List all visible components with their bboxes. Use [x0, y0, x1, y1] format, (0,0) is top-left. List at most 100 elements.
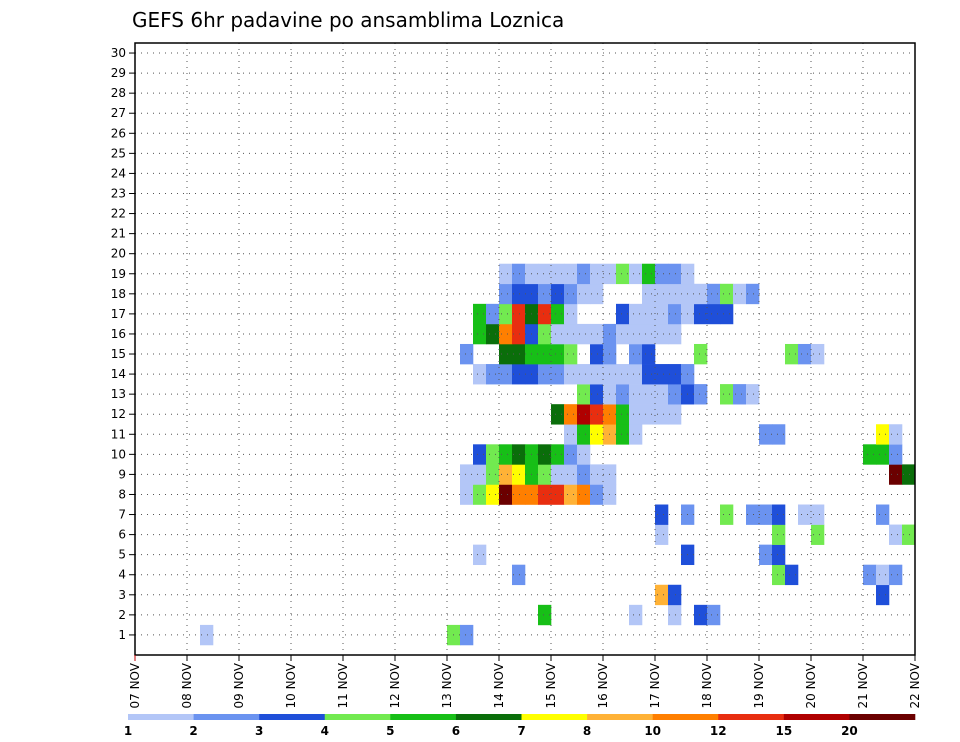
- precip-cell: [616, 263, 630, 285]
- precip-cell: [486, 484, 500, 505]
- precip-cell: [473, 484, 487, 505]
- precip-cell: [577, 283, 591, 305]
- precip-cell: [512, 303, 526, 325]
- precip-cell: [473, 323, 487, 345]
- precip-cell: [655, 303, 669, 325]
- precip-cell: [590, 364, 604, 385]
- legend-label: 5: [386, 724, 394, 738]
- precip-cell: [512, 343, 526, 365]
- precip-cell: [694, 604, 708, 626]
- x-tick-label: 08 NOV: [180, 662, 194, 708]
- precip-cell: [694, 303, 708, 325]
- precip-cell: [577, 263, 591, 285]
- precip-cell: [590, 404, 604, 425]
- legend-swatch: [718, 714, 785, 720]
- gridlines: [135, 43, 915, 655]
- precip-cell: [473, 544, 487, 566]
- precip-cell: [499, 323, 513, 345]
- precip-cell: [668, 263, 682, 285]
- x-tick-label: 17 NOV: [648, 662, 662, 708]
- precip-cell: [551, 364, 565, 385]
- y-tick-label: 4: [118, 568, 126, 582]
- precip-cell: [551, 303, 565, 325]
- precip-cell: [512, 283, 526, 305]
- precip-cell: [668, 604, 682, 626]
- precip-cell: [785, 343, 799, 365]
- precip-cell: [538, 364, 552, 385]
- precip-cell: [499, 303, 513, 325]
- precip-cell: [655, 384, 669, 405]
- precip-cell: [564, 484, 578, 505]
- precip-cell: [889, 444, 903, 465]
- precip-cell: [746, 283, 760, 305]
- precip-cell: [590, 283, 604, 305]
- precip-cell: [785, 564, 799, 586]
- precip-cell: [499, 464, 513, 485]
- chart-title: GEFS 6hr padavine po ansamblima Loznica: [132, 8, 564, 32]
- y-tick-label: 23: [111, 186, 126, 200]
- precip-cell: [473, 303, 487, 325]
- precip-cell: [629, 424, 643, 445]
- precip-cell: [460, 464, 474, 485]
- x-tick-label: 15 NOV: [544, 662, 558, 708]
- y-tick-label: 22: [111, 207, 126, 221]
- y-tick-label: 11: [111, 427, 126, 441]
- x-tick-label: 22 NOV: [908, 662, 922, 708]
- precip-cell: [499, 343, 513, 365]
- precip-cell: [889, 524, 903, 545]
- precip-cell: [655, 404, 669, 425]
- legend-swatch: [521, 714, 588, 720]
- precip-cell: [629, 303, 643, 325]
- precip-cell: [538, 604, 552, 626]
- precip-cell: [577, 364, 591, 385]
- x-tick-label: 10 NOV: [284, 662, 298, 708]
- x-tick-label: 13 NOV: [440, 662, 454, 708]
- precip-cell: [512, 564, 526, 586]
- precip-cell: [902, 524, 916, 545]
- precip-cell: [668, 584, 682, 606]
- y-tick-label: 27: [111, 106, 126, 120]
- precip-cell: [642, 343, 656, 365]
- precip-cell: [616, 384, 630, 405]
- precip-cell: [876, 564, 890, 586]
- precip-cell: [642, 323, 656, 345]
- precip-cell: [551, 404, 565, 425]
- precip-cell: [772, 504, 786, 525]
- precip-cell: [512, 464, 526, 485]
- precip-cell: [538, 263, 552, 285]
- precip-cell: [772, 424, 786, 445]
- precip-cell: [512, 484, 526, 505]
- precip-cell: [642, 283, 656, 305]
- precip-cell: [564, 444, 578, 465]
- legend-swatch: [324, 714, 391, 720]
- precip-cell: [551, 444, 565, 465]
- precip-cell: [720, 504, 734, 525]
- y-tick-label: 5: [118, 548, 126, 562]
- legend-swatch: [193, 714, 260, 720]
- precip-cell: [629, 384, 643, 405]
- precip-cell: [694, 384, 708, 405]
- precip-cell: [473, 444, 487, 465]
- legend-swatch: [455, 714, 522, 720]
- precip-cell: [629, 604, 643, 626]
- y-tick-label: 16: [111, 327, 126, 341]
- y-tick-label: 9: [118, 467, 126, 481]
- precip-cell: [720, 384, 734, 405]
- precip-cell: [486, 303, 500, 325]
- legend-label: 1: [124, 724, 132, 738]
- precip-cell: [564, 364, 578, 385]
- precip-cell: [538, 464, 552, 485]
- legend-label: 6: [452, 724, 460, 738]
- precip-cell: [811, 524, 825, 545]
- precip-cell: [512, 364, 526, 385]
- legend-label: 10: [644, 724, 661, 738]
- precip-cell: [460, 343, 474, 365]
- precip-cell: [473, 464, 487, 485]
- precip-cell: [499, 484, 513, 505]
- precip-cell: [772, 524, 786, 545]
- precip-cell: [876, 424, 890, 445]
- precip-cell: [889, 564, 903, 586]
- precip-cell: [577, 444, 591, 465]
- x-tick-label: 14 NOV: [492, 662, 506, 708]
- precip-cell: [746, 504, 760, 525]
